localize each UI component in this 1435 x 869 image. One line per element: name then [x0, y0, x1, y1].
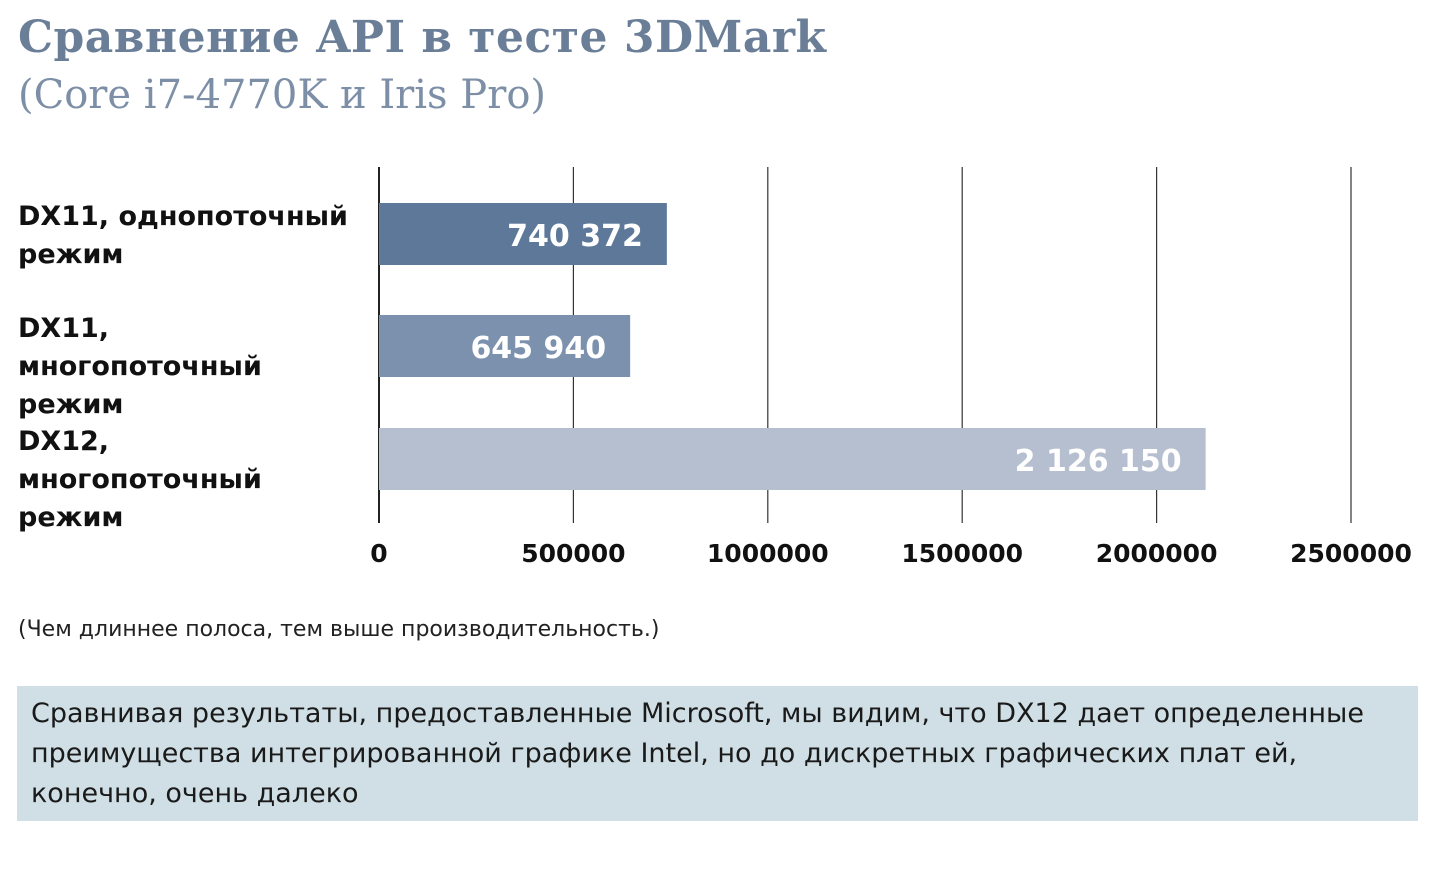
bar-value-label: 740 372	[507, 219, 643, 254]
category-label: DX11, однопоточный режим	[18, 201, 348, 270]
caption-box: Сравнивая результаты, предоставленные Mi…	[17, 686, 1418, 821]
x-tick-label: 1500000	[901, 539, 1023, 568]
bar-value-label: 645 940	[470, 331, 606, 366]
x-tick-label: 2000000	[1096, 539, 1218, 568]
chart-note: (Чем длиннее полоса, тем выше производит…	[18, 617, 660, 642]
x-tick-label: 500000	[521, 539, 625, 568]
bar	[379, 428, 1206, 490]
bar	[379, 315, 631, 377]
bar-value-label: 2 126 150	[1015, 444, 1182, 479]
x-tick-label: 2500000	[1290, 539, 1412, 568]
chart-title: Сравнение API в тесте 3DMark	[18, 12, 827, 63]
category-label: DX11, многопоточный режим	[18, 313, 262, 420]
bar	[379, 203, 667, 265]
chart-subtitle: (Core i7-4770K и Iris Pro)	[18, 72, 547, 118]
x-tick-label: 1000000	[707, 539, 829, 568]
bar-chart: 0 500000 1000000 1500000 2000000 2500000 740 3…	[370, 167, 1412, 568]
x-tick-label: 0	[370, 539, 387, 568]
category-label: DX12, многопоточный режим	[18, 426, 262, 533]
